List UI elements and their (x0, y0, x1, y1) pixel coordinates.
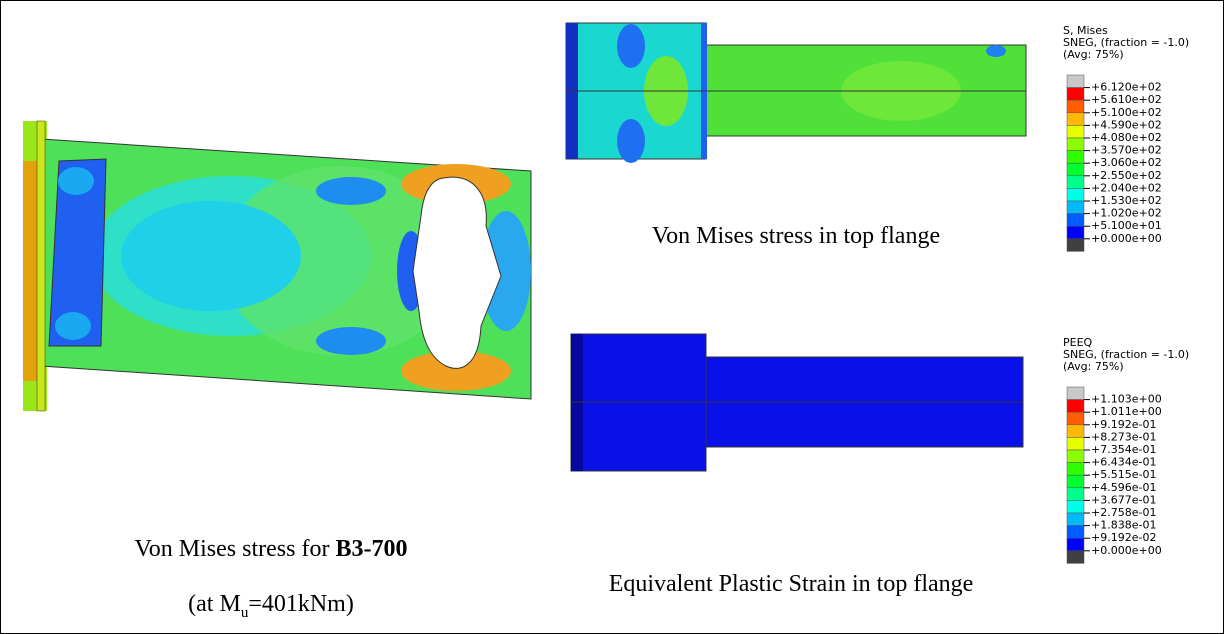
legend-swatch (1067, 475, 1084, 488)
legend-swatch (1067, 513, 1084, 526)
legend-swatch (1067, 201, 1084, 214)
legend-label: +4.596e-01 (1091, 481, 1156, 494)
legend-swatch (1067, 437, 1084, 450)
legend-swatch (1067, 412, 1084, 425)
legend-label: +5.515e-01 (1091, 468, 1156, 481)
legend-label: +9.192e-02 (1091, 531, 1156, 544)
legend-swatch (1067, 526, 1084, 539)
top-flange-peeq (571, 334, 1023, 471)
legend-swatch (1067, 450, 1084, 463)
legend-label: +7.354e-01 (1091, 443, 1156, 456)
caption-bold: B3-700 (335, 536, 407, 562)
legend-label: +2.040e+02 (1091, 181, 1162, 194)
legend-label: +8.273e-01 (1091, 430, 1156, 443)
legend-label: +1.530e+02 (1091, 194, 1162, 207)
legend-swatch (1067, 163, 1084, 176)
beam-contour (23, 121, 531, 411)
legend-swatch (1067, 538, 1084, 551)
legend-swatch (1067, 239, 1084, 252)
legend-swatch (1067, 88, 1084, 101)
legend-swatch (1067, 125, 1084, 138)
legend-swatch (1067, 214, 1084, 227)
legend-label: +1.838e-01 (1091, 519, 1156, 532)
legend-swatch (1067, 387, 1084, 400)
legend-swatch (1067, 551, 1084, 564)
legend-swatch (1067, 113, 1084, 126)
legend-swatch (1067, 176, 1084, 189)
legend-label: +1.103e+00 (1091, 393, 1162, 406)
legend-swatch (1067, 100, 1084, 113)
bottom-caption: Equivalent Plastic Strain in top flange (541, 571, 1041, 598)
subcaption-text: (at M (188, 591, 241, 617)
caption-text: Von Mises stress for (135, 536, 336, 562)
legend-swatch (1067, 500, 1084, 513)
legend-label: +2.758e-01 (1091, 506, 1156, 519)
legend-label: +1.020e+02 (1091, 207, 1162, 220)
legend-label: +3.570e+02 (1091, 144, 1162, 157)
legend-label: +9.192e-01 (1091, 418, 1156, 431)
legend-swatch (1067, 75, 1084, 88)
legend-label: +6.120e+02 (1091, 81, 1162, 94)
top-flange-stress (566, 23, 1026, 163)
legend-swatch (1067, 188, 1084, 201)
top-caption: Von Mises stress in top flange (561, 223, 1031, 250)
legend-swatch (1067, 400, 1084, 413)
legend-label: +5.610e+02 (1091, 93, 1162, 106)
legend-label: +4.080e+02 (1091, 131, 1162, 144)
left-caption: Von Mises stress for B3-700 (71, 536, 471, 563)
legend-swatch (1067, 138, 1084, 151)
legend-label: +3.677e-01 (1091, 493, 1156, 506)
legend-title: (Avg: 75%) (1063, 361, 1124, 373)
legend-swatch (1067, 488, 1084, 501)
legend-swatch (1067, 463, 1084, 476)
legend-title: (Avg: 75%) (1063, 49, 1124, 61)
legend-label: +2.550e+02 (1091, 169, 1162, 182)
subcaption-text: =401kNm) (248, 591, 354, 617)
legend-label: +5.100e+02 (1091, 106, 1162, 119)
left-subcaption: (at Mu=401kNm) (71, 591, 471, 622)
legend-swatch (1067, 425, 1084, 438)
figure: +6.120e+02+5.610e+02+5.100e+02+4.590e+02… (0, 0, 1224, 634)
legend-label: +0.000e+00 (1091, 232, 1162, 245)
legend-swatch (1067, 226, 1084, 239)
legend-swatch (1067, 151, 1084, 164)
legend-label: +0.000e+00 (1091, 544, 1162, 557)
legend-label: +4.590e+02 (1091, 118, 1162, 131)
legend-label: +5.100e+01 (1091, 219, 1162, 232)
legend-label: +1.011e+00 (1091, 405, 1162, 418)
legend-label: +6.434e-01 (1091, 456, 1156, 469)
legend-label: +3.060e+02 (1091, 156, 1162, 169)
